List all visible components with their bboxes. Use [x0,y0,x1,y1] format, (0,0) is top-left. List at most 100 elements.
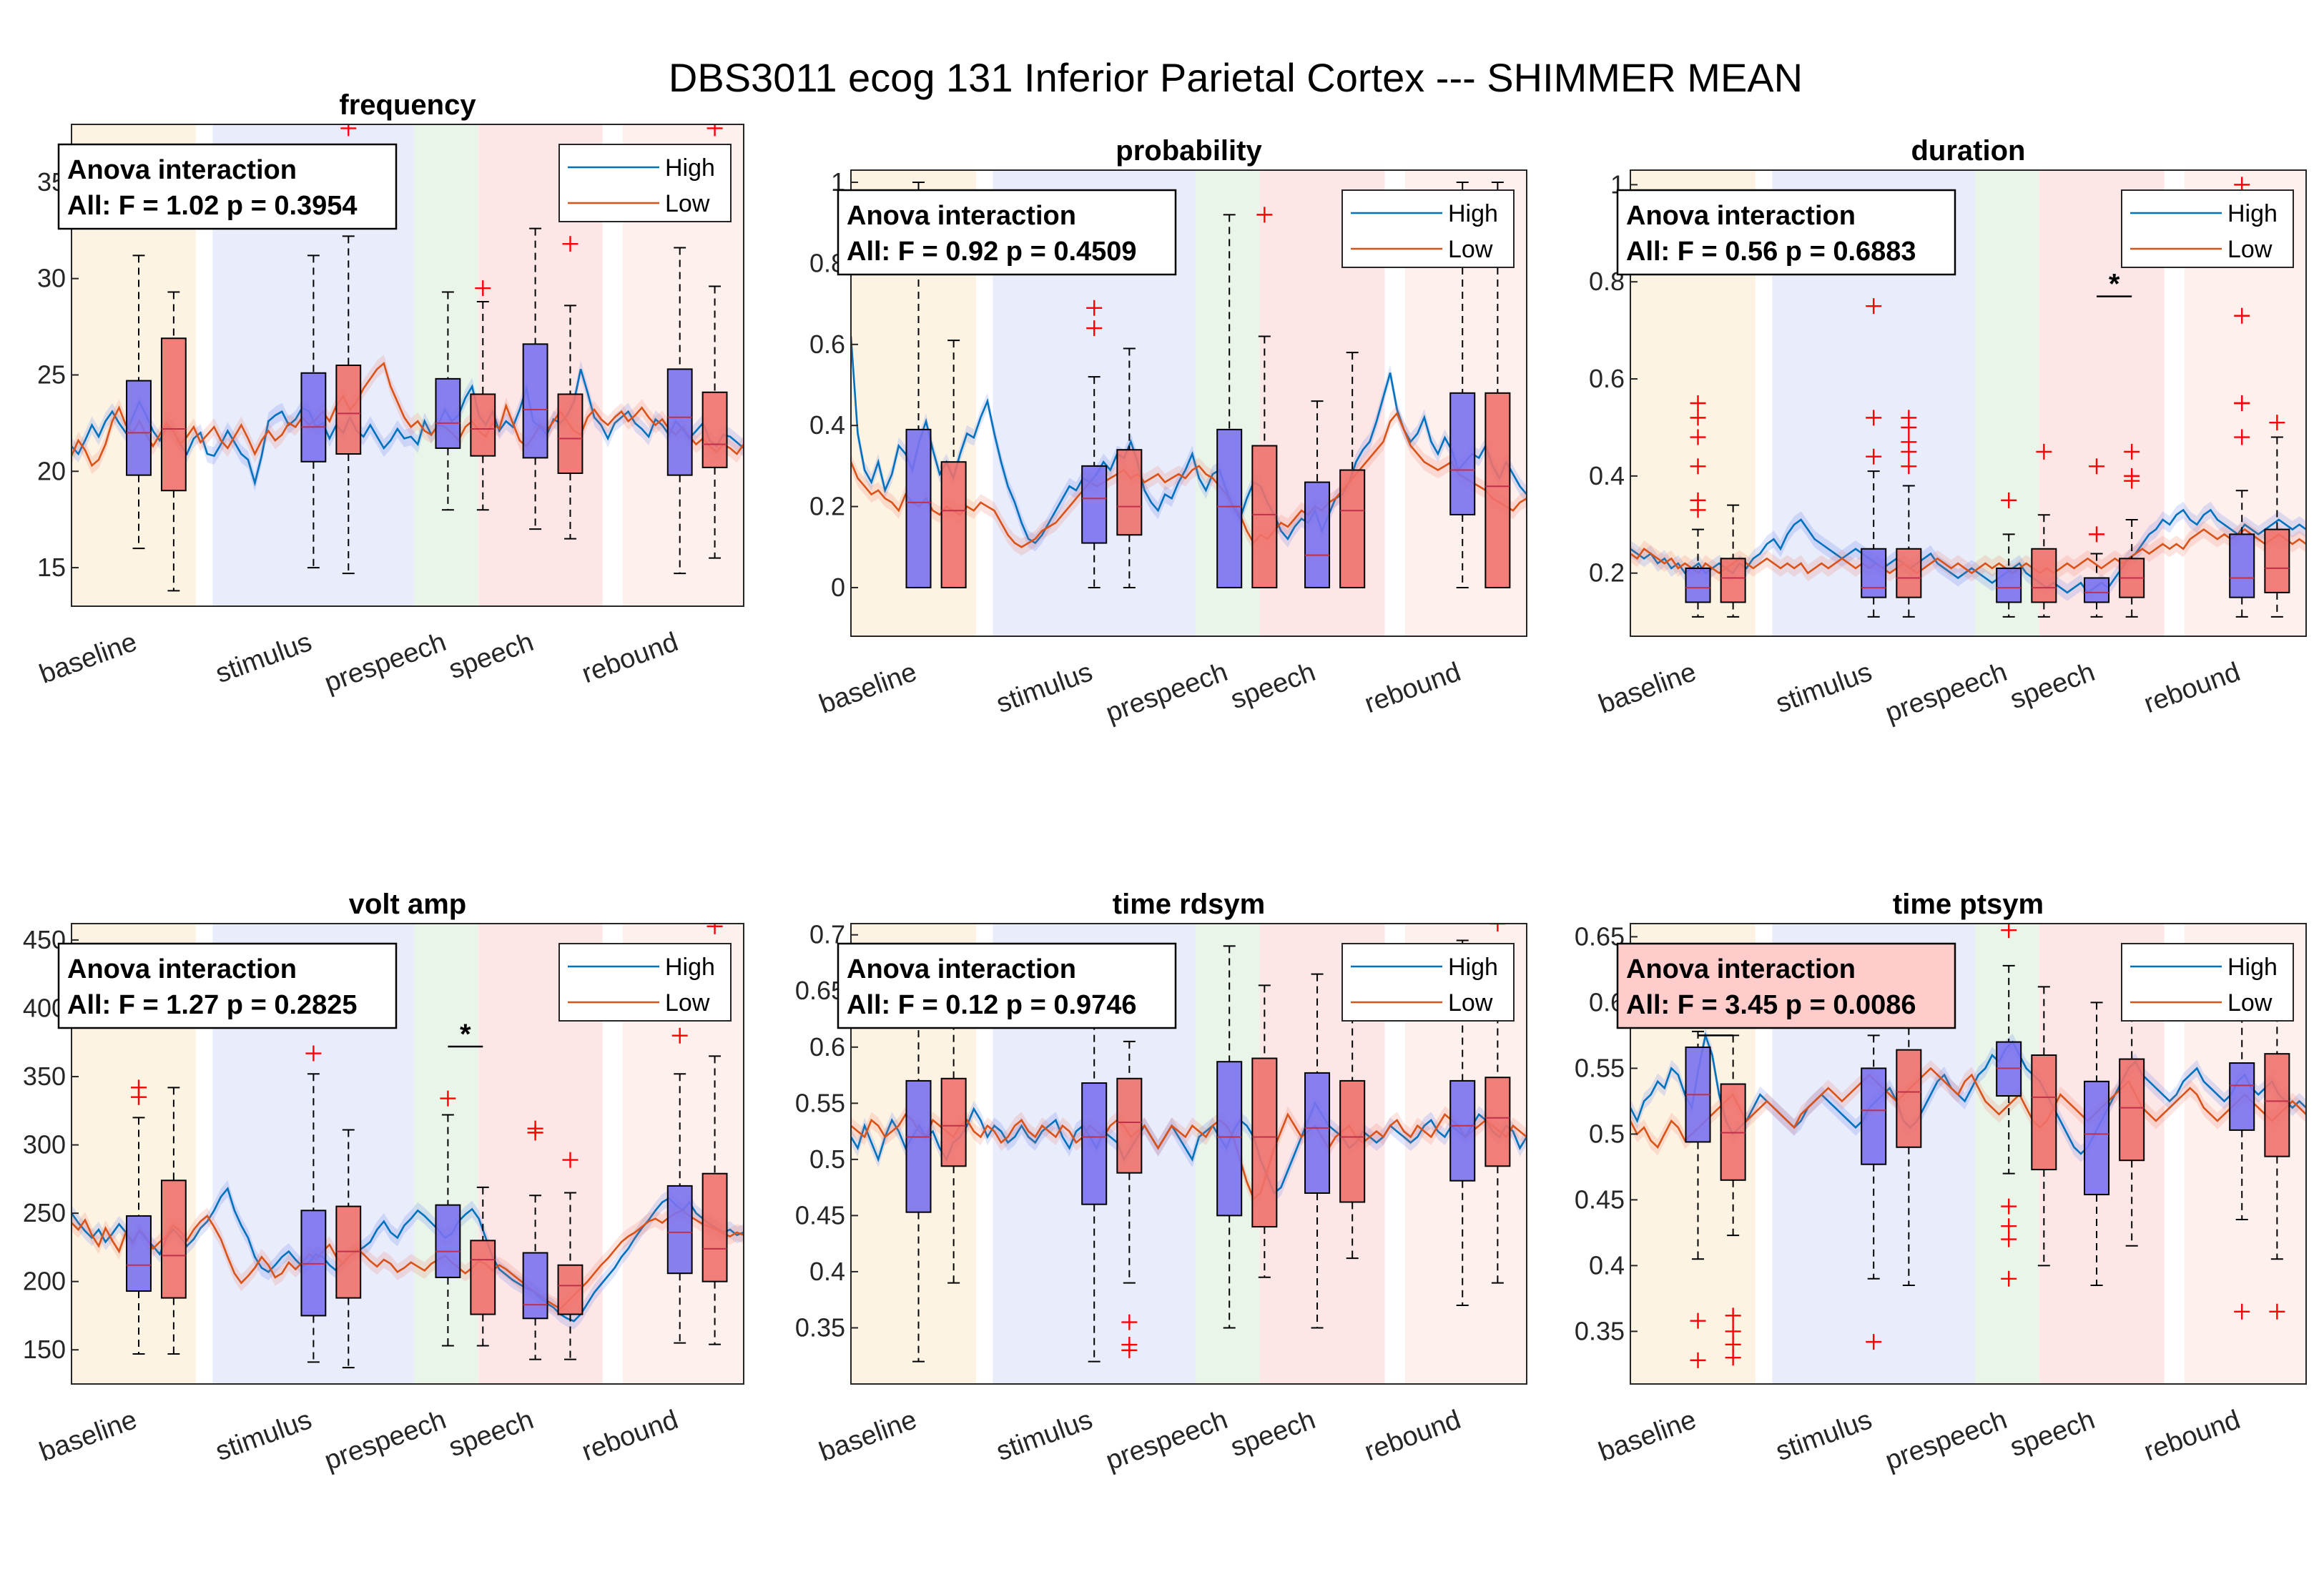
boxplot-high-rebound [1449,182,1476,588]
anova-annotation: Anova interaction All: F = 0.12 p = 0.974… [837,942,1177,1029]
box-iqr [940,1077,967,1167]
box-iqr [940,461,967,588]
outlier-marker [1725,1350,1741,1366]
legend: High Low [2121,943,2294,1022]
y-tick-label: 150 [23,1335,66,1364]
boxplot-high-stimulus [1861,1034,1887,1350]
legend-box [558,144,732,222]
box-iqr [1081,465,1108,544]
y-tick-label: 0.35 [795,1312,845,1342]
boxplot-high-prespeech [1996,924,2022,1287]
box-iqr [557,1264,584,1315]
boxplot-high-rebound [2229,177,2255,618]
outlier-marker [2124,443,2140,460]
anova-title: Anova interaction [847,201,1076,231]
box-iqr [1896,1049,1922,1148]
legend-box [1341,189,1515,268]
box-iqr [2229,1062,2255,1131]
box-iqr [1720,558,1746,603]
y-tick-label: 0.55 [1575,1053,1625,1082]
legend: High Low [1341,943,1515,1022]
boxplot-low-stimulus [1116,1040,1143,1358]
y-tick-label: 0.45 [795,1200,845,1230]
boxplot-high-prespeech [1996,492,2022,618]
significance-star: * [460,1019,471,1050]
boxplot-low-stimulus [1896,1014,1922,1286]
phase-band-prespeech [414,124,478,606]
outlier-marker [2001,1198,2017,1215]
box-iqr [1861,548,1887,598]
anova-title: Anova interaction [1626,954,1856,984]
y-tick-label: 200 [23,1267,66,1296]
box-iqr [905,428,932,588]
box-iqr [701,391,728,468]
outlier-marker [440,1090,456,1107]
anova-annotation: Anova interaction All: F = 0.56 p = 0.688… [1616,189,1956,276]
box-iqr [435,377,461,449]
outlier-marker [1690,429,1706,445]
box-iqr [126,1215,152,1292]
box-iqr [300,372,327,463]
legend-label-low: Low [1448,989,1493,1017]
y-tick-label: 0.6 [809,330,845,359]
box-iqr [1081,1082,1108,1205]
subplot-title: probability [1116,135,1262,167]
boxplot-high-speech [2084,1002,2110,1286]
box-iqr [2084,577,2110,603]
outlier-marker [706,124,723,137]
boxplot-high-rebound [2229,1014,2255,1320]
outlier-marker [1866,298,1882,315]
outlier-marker [1866,410,1882,426]
outlier-marker [2269,415,2285,431]
boxplot-high-prespeech [1216,214,1243,588]
anova-box [837,942,1177,1029]
boxplot-low-rebound [1484,182,1511,588]
outlier-marker [527,1120,543,1137]
y-tick-label: 250 [23,1198,66,1227]
boxplot-low-stimulus [335,124,362,575]
anova-box [57,942,398,1029]
boxplot-low-rebound [2264,1002,2290,1320]
series-line-high [851,336,1527,545]
boxplot-low-prespeech [1251,207,1278,588]
boxplot-low-baseline [160,1087,187,1355]
boxplot-low-prespeech [470,280,496,511]
series-shade-high [72,1180,744,1330]
box-iqr [2084,1080,2110,1196]
boxplot-high-stimulus [1081,973,1108,1363]
boxplot-low-speech [1339,352,1366,588]
outlier-marker [2001,1270,2017,1287]
outlier-marker [1690,410,1706,426]
series-shade-low [1630,520,2306,582]
outlier-marker [1901,434,1917,450]
y-tick-label: 0.4 [1589,1250,1625,1280]
anova-stats: All: F = 0.56 p = 0.6883 [1626,237,1916,267]
boxplot-low-speech [2119,443,2145,618]
outlier-marker [2001,1218,2017,1235]
y-tick-label: 0.5 [809,1144,845,1174]
subplot-title: time ptsym [1893,889,2044,920]
legend-box [1341,943,1515,1022]
boxplot-low-speech [557,1152,584,1360]
boxplot-high-stimulus [300,1045,327,1363]
y-tick-label: 300 [23,1130,66,1160]
boxplot-high-rebound [1449,939,1476,1307]
outlier-marker [2089,526,2105,543]
legend-label-low: Low [665,989,710,1017]
outlier-marker [1725,1323,1741,1340]
outlier-marker [1866,448,1882,465]
box-iqr [2229,533,2255,598]
axes-frame [850,923,1527,1385]
box-iqr [1339,469,1366,588]
y-tick-label: 0.45 [1575,1185,1625,1214]
outlier-marker [706,924,723,934]
box-iqr [522,1252,548,1320]
boxplot-high-rebound [666,1027,693,1344]
box-iqr [701,1172,728,1282]
outlier-marker [2234,395,2250,411]
outlier-marker [2036,443,2052,460]
legend-label-high: High [2227,954,2278,981]
legend-label-high: High [1448,200,1498,227]
